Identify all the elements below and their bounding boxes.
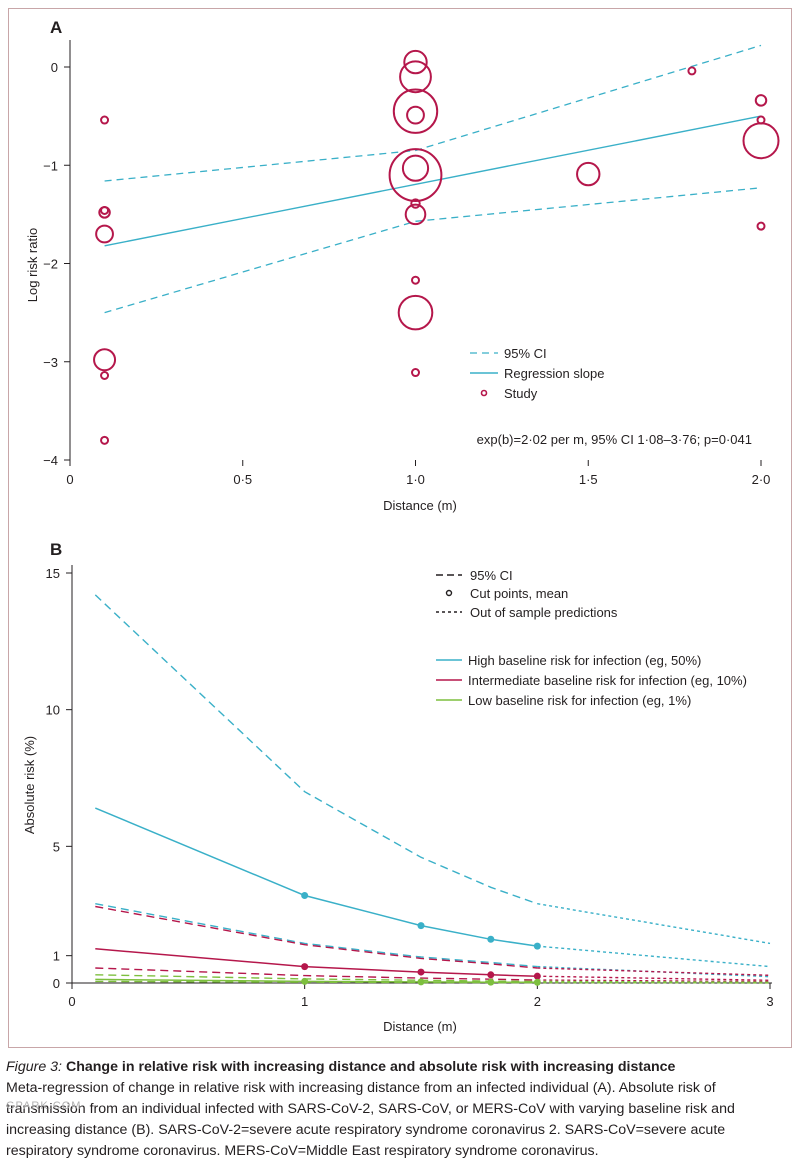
b-series-0-mean-line — [95, 807, 538, 947]
caption-figure-label: Figure 3: — [6, 1059, 62, 1075]
a-y-axis-label: Log risk ratio — [25, 228, 40, 302]
a-study-point — [399, 60, 432, 94]
b-series-0-cut-point — [301, 892, 309, 900]
a-study-point — [401, 154, 430, 182]
b-series-0-oos-mean — [537, 945, 771, 968]
b-series-1-ci-upper — [95, 905, 538, 969]
b-legend-ci-label: 95% CI — [470, 568, 513, 583]
a-x-tick-label: 1·5 — [579, 472, 598, 487]
a-study-point — [754, 94, 768, 107]
b-series-2-cut-point — [533, 978, 541, 986]
a-legend-study-label: Study — [504, 386, 538, 401]
a-ci-upper-line — [104, 44, 762, 182]
b-series-2-cut-point — [417, 978, 425, 986]
a-study-point — [756, 221, 766, 231]
a-annotation: exp(b)=2·02 per m, 95% CI 1·08–3·76; p=0… — [477, 432, 752, 447]
a-regression-line — [104, 115, 762, 247]
b-y-tick-label: 5 — [53, 839, 60, 854]
a-legend-regression-label: Regression slope — [504, 366, 604, 381]
panel-label-a: A — [50, 18, 62, 37]
a-x-axis-label: Distance (m) — [383, 498, 457, 513]
b-series-2-cut-point — [487, 978, 495, 986]
b-legend-series-label: High baseline risk for infection (eg, 50… — [468, 653, 701, 668]
a-y-tick-label: −3 — [43, 355, 58, 370]
a-x-tick-label: 0 — [66, 472, 73, 487]
a-study-point — [742, 122, 780, 160]
a-study-point — [388, 148, 443, 202]
panel-label-b: B — [50, 540, 62, 559]
figure-frame — [8, 8, 792, 1048]
b-series-1-cut-point — [301, 963, 309, 971]
caption-title: Change in relative risk with increasing … — [65, 1059, 676, 1075]
a-study-point — [100, 371, 110, 381]
b-series-0-oos-upper — [537, 903, 771, 945]
a-study-point — [411, 368, 420, 378]
figure-svg: A 0 0·5 1·0 1·5 2·0 0 −1 −2 −3 −4 Distance (m) Log r… — [22, 18, 780, 1034]
a-study-point — [392, 88, 439, 134]
a-x-tick-label: 2·0 — [752, 472, 771, 487]
b-y-axis-label: Absolute risk (%) — [22, 736, 37, 834]
caption-text: Meta-regression of change in relative ri… — [6, 1080, 735, 1159]
b-series-1-cut-point — [533, 972, 541, 980]
b-series-0-ci-upper — [94, 594, 538, 905]
a-study-point — [93, 348, 117, 372]
watermark-logo: GPARK.COM — [6, 1100, 82, 1112]
b-series-0-cut-point — [533, 942, 541, 950]
a-study-point — [100, 115, 110, 125]
b-series-0-cut-point — [417, 922, 425, 930]
b-series-0-cut-point — [487, 935, 495, 943]
b-series-1-oos-upper — [537, 967, 771, 976]
b-series-2-cut-point — [301, 977, 309, 985]
a-y-tick-label: −4 — [43, 453, 58, 468]
b-legend-series-label: Intermediate baseline risk for infection… — [468, 673, 747, 688]
b-y-tick-label: 1 — [53, 949, 60, 964]
a-study-point — [406, 105, 425, 125]
a-study-point — [95, 224, 114, 244]
a-study-point — [403, 49, 428, 75]
a-y-tick-label: −1 — [43, 158, 58, 173]
b-x-axis-label: Distance (m) — [383, 1019, 457, 1034]
b-series-1-ci-lower — [95, 967, 538, 981]
b-series-1-cut-point — [417, 968, 425, 976]
b-legend-cut-label: Cut points, mean — [470, 586, 568, 601]
a-legend-study-swatch — [480, 389, 488, 397]
a-study-point — [404, 203, 427, 226]
a-study-point — [397, 294, 434, 331]
figure-caption: Figure 3: Change in relative risk with i… — [6, 1057, 796, 1162]
b-x-tick-label: 2 — [534, 994, 541, 1009]
b-y-tick-label: 0 — [53, 976, 60, 991]
b-x-tick-label: 1 — [301, 994, 308, 1009]
a-study-point — [576, 161, 601, 187]
a-legend-ci-label: 95% CI — [504, 346, 547, 361]
a-study-point — [100, 435, 110, 445]
b-series-1-oos-mean — [537, 975, 771, 981]
a-x-tick-label: 1·0 — [406, 472, 425, 487]
b-series-0-ci-lower — [95, 903, 538, 968]
a-y-tick-label: 0 — [51, 60, 58, 75]
a-ci-lower-line — [104, 187, 762, 314]
b-legend-cut-swatch — [445, 589, 453, 597]
a-study-point — [98, 206, 111, 219]
b-y-tick-label: 10 — [46, 703, 60, 718]
b-legend-series-label: Low baseline risk for infection (eg, 1%) — [468, 693, 691, 708]
b-x-tick-label: 3 — [766, 994, 773, 1009]
a-study-point — [411, 275, 420, 285]
b-series-1-cut-point — [487, 971, 495, 979]
b-y-tick-label: 15 — [46, 566, 60, 581]
a-study-point — [687, 66, 697, 76]
b-series-1-oos-lower — [537, 979, 771, 983]
b-x-tick-label: 0 — [68, 994, 75, 1009]
caption-title-line: Figure 3: Change in relative risk with i… — [6, 1059, 675, 1075]
a-study-point — [410, 198, 421, 209]
b-legend-oos-label: Out of sample predictions — [470, 605, 618, 620]
a-x-tick-label: 0·5 — [233, 472, 252, 487]
a-y-tick-label: −2 — [43, 257, 58, 272]
